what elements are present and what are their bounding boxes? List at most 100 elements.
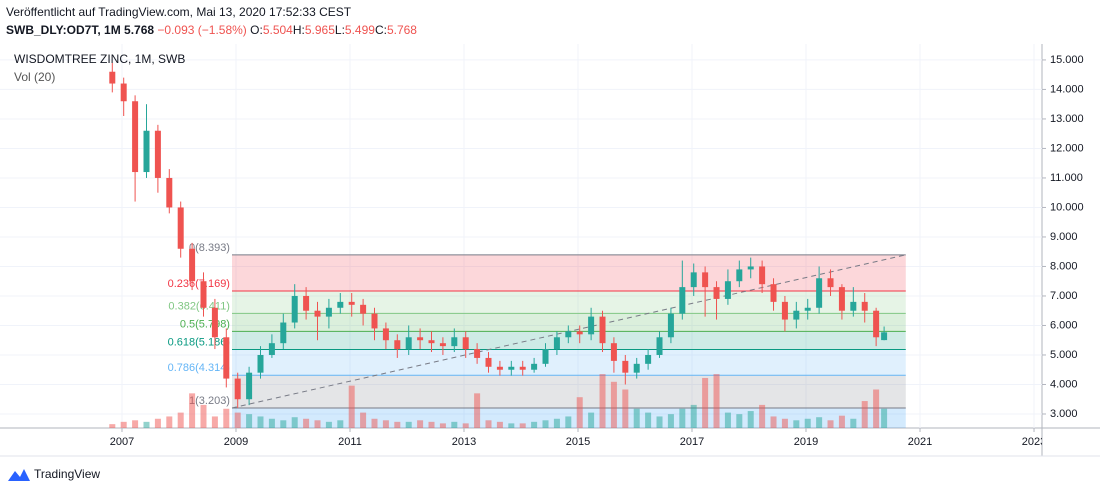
candle-body: [394, 340, 401, 350]
symbol: SWB_DLY:OD7T, 1M: [6, 23, 121, 37]
volume-bar: [610, 381, 617, 428]
x-axis: 2007 2009 2011 2013 2015 2017 2019 2021 2023: [110, 428, 1046, 448]
candle-body: [268, 343, 275, 355]
candle-body: [280, 322, 287, 344]
fib-label: 0.786(4.314): [168, 362, 230, 374]
fib-label: 0.618(5.186): [168, 336, 230, 348]
published-note: Veröffentlicht auf TradingView.com, Mai …: [6, 5, 352, 19]
volume-bar: [314, 420, 321, 428]
candle-body: [325, 307, 332, 317]
x-tick-label: 2017: [680, 436, 704, 448]
ohlc-label: L:: [334, 23, 345, 37]
x-tick-label: 2023: [1022, 436, 1046, 448]
volume-bar: [405, 421, 412, 428]
candle-body: [576, 331, 583, 335]
candle-body: [770, 284, 777, 302]
candle-body: [109, 71, 116, 84]
y-tick-label: 14.000: [1050, 83, 1084, 95]
volume-bar: [485, 420, 492, 428]
candles: [109, 62, 888, 409]
symbol-header: SWB_DLY:OD7T, 1M 5.768 −0.093 (−1.58%) O…: [6, 23, 417, 37]
candle-body: [474, 349, 481, 358]
volume-bar: [553, 418, 560, 428]
x-tick-label: 2009: [224, 436, 248, 448]
fib-zone: [231, 375, 906, 408]
y-tick-label: 9.000: [1050, 231, 1078, 243]
candle-body: [405, 337, 412, 350]
volume-bar: [565, 416, 572, 428]
volume-bar: [109, 424, 116, 428]
legend-title: WISDOMTREE ZINC, 1M, SWB: [14, 52, 185, 66]
candle-body: [451, 337, 458, 347]
volume-bar: [736, 414, 743, 428]
x-tick-label: 2015: [566, 436, 590, 448]
candle-body: [120, 83, 127, 102]
candle-body: [622, 360, 629, 373]
volume-bar: [873, 389, 880, 428]
candle-body: [246, 372, 253, 400]
candle-body: [496, 366, 503, 370]
volume-bar: [576, 397, 583, 428]
ohlc-label: O:: [250, 23, 263, 37]
volume-bar: [439, 423, 446, 428]
volume-bar: [519, 423, 526, 428]
volume-bar: [599, 374, 606, 428]
candle-body: [656, 337, 663, 355]
y-tick-label: 10.000: [1050, 201, 1084, 213]
candle-body: [645, 354, 652, 364]
fib-label: 0.5(5.798): [180, 318, 230, 330]
candle-body: [816, 278, 823, 308]
candle-body: [223, 337, 230, 379]
volume-bar: [713, 374, 720, 428]
volume-bar: [417, 420, 424, 428]
candle-body: [143, 130, 150, 173]
ohlc-label: H:: [292, 23, 305, 37]
x-tick-label: 2007: [110, 436, 134, 448]
volume-bar: [394, 421, 401, 428]
fib-zone: [231, 313, 906, 332]
volume-bar: [850, 418, 857, 428]
candle-body: [873, 310, 880, 338]
x-tick-label: 2021: [908, 436, 932, 448]
fib-label: 0.236(7.169): [168, 278, 230, 290]
fib-zone: [231, 349, 906, 376]
volume-bar: [496, 421, 503, 428]
fib-zone: [231, 331, 906, 350]
ohlc-value: 5.499: [344, 23, 375, 37]
volume-bar: [542, 420, 549, 428]
candle-body: [166, 177, 173, 208]
volume-bar: [702, 377, 709, 428]
candle-body: [428, 340, 435, 344]
volume-bar: [223, 408, 230, 428]
candle-body: [508, 366, 515, 370]
volume-bar: [759, 404, 766, 428]
y-tick-label: 5.000: [1050, 349, 1078, 361]
volume-bar: [371, 418, 378, 428]
grid: [0, 44, 1100, 457]
candle-body: [519, 366, 526, 370]
candle-body: [667, 313, 674, 338]
volume-bar: [861, 401, 868, 428]
volume: [109, 374, 888, 428]
volume-bar: [724, 412, 731, 428]
volume-bar: [474, 393, 481, 428]
y-tick-label: 6.000: [1050, 319, 1078, 331]
fib-zone: [231, 290, 906, 314]
candle-body: [553, 337, 560, 350]
volume-bar: [531, 421, 538, 428]
candle-body: [382, 328, 389, 341]
brand-logo: [8, 469, 30, 481]
candle-body: [234, 378, 241, 400]
ohlc-value: 5.965: [304, 23, 335, 37]
fib-zone: [231, 254, 906, 291]
x-tick-label: 2013: [452, 436, 476, 448]
volume-bar: [679, 408, 686, 428]
ohlc-value: 5.504: [262, 23, 293, 37]
candle-body: [417, 337, 424, 341]
candle-body: [736, 269, 743, 282]
volume-bar: [881, 408, 888, 428]
y-tick-label: 3.000: [1050, 408, 1078, 420]
candle-body: [713, 287, 720, 299]
volume-bar: [804, 418, 811, 428]
